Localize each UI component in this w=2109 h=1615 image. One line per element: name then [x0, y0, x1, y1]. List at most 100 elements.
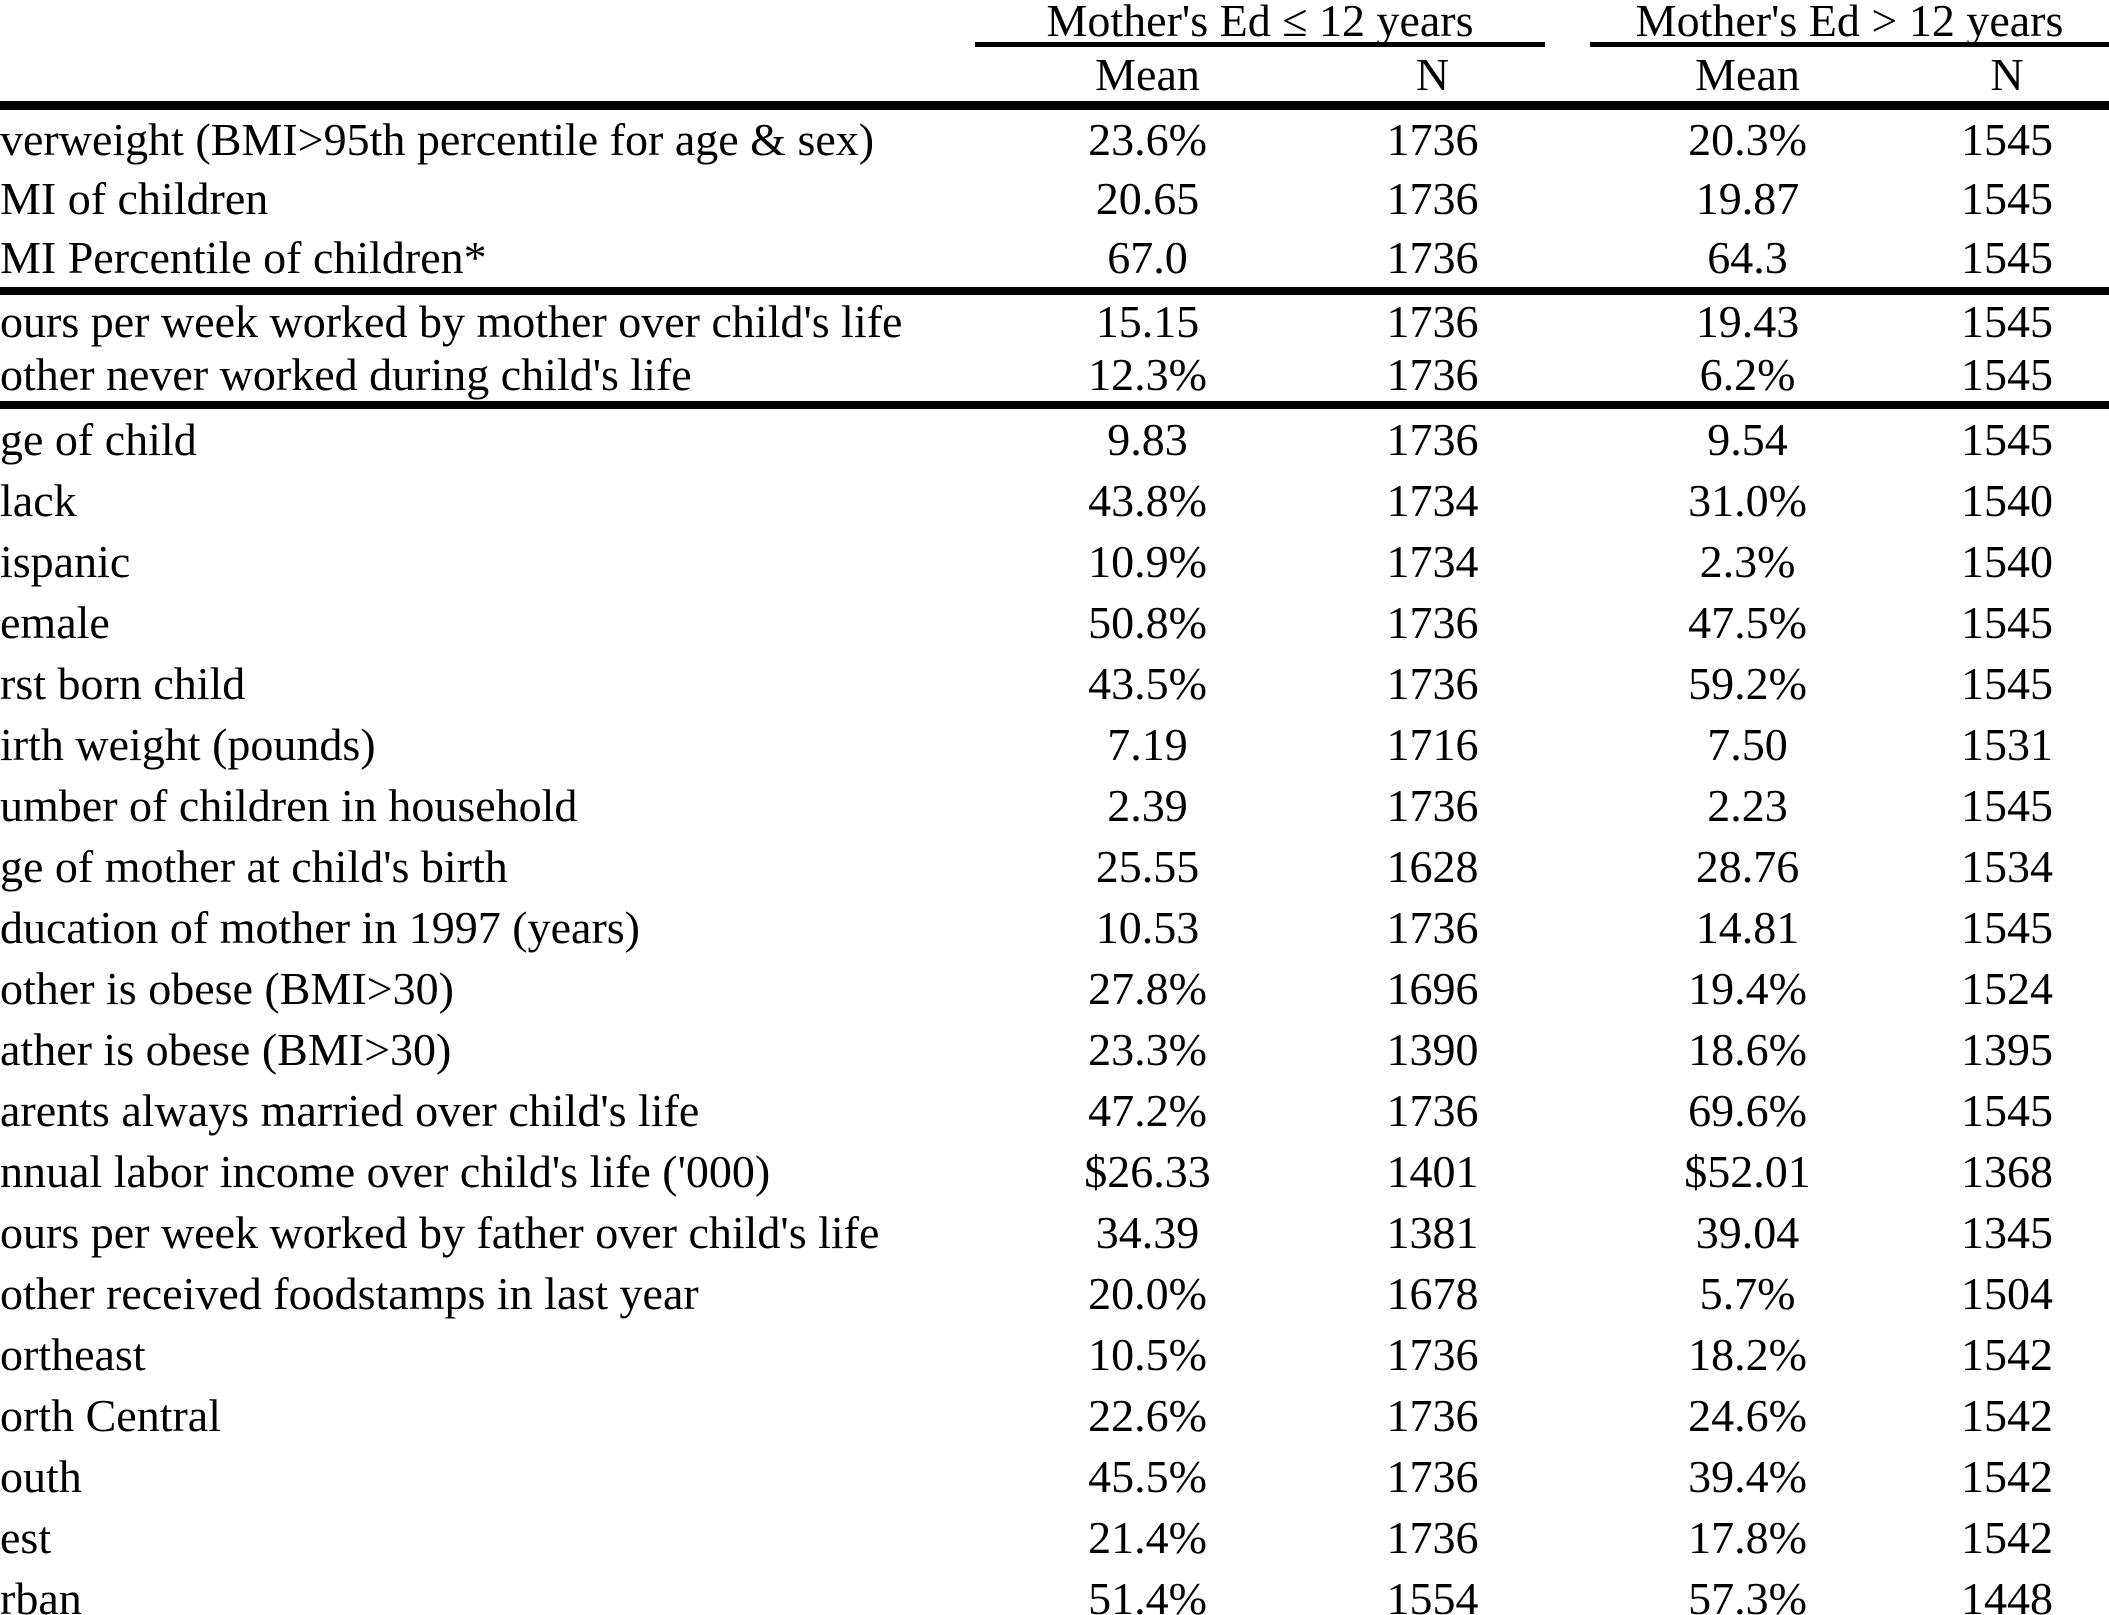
- cell-mean-high: 2.23: [1707, 780, 1788, 831]
- column-gap: [1545, 228, 1591, 295]
- cell-n-low: 1736: [1386, 902, 1479, 953]
- table-row: orth Central 22.6% 1736 24.6% 1542: [0, 1385, 2109, 1446]
- row-label: other never worked during child's life: [0, 348, 975, 409]
- cell-mean-low: 51.4%: [1088, 1573, 1207, 1615]
- row-label: ge of mother at child's birth: [0, 841, 508, 892]
- cell-mean-high: 64.3: [1590, 228, 1906, 295]
- table-row: other received foodstamps in last year 20…: [0, 1263, 2109, 1324]
- cell-mean-high: 59.2%: [1688, 658, 1807, 709]
- cell-mean-low: 23.3%: [1088, 1024, 1207, 1075]
- row-label: ortheast: [0, 1329, 146, 1380]
- cell-n-low: 1381: [1386, 1207, 1479, 1258]
- cell-n-low: 1401: [1386, 1146, 1479, 1197]
- cell-mean-low: 43.5%: [1088, 658, 1207, 709]
- column-gap: [1545, 44, 1591, 110]
- row-label: nnual labor income over child's life ('0…: [0, 1146, 771, 1197]
- table-row: umber of children in household 2.39 1736 2.…: [0, 775, 2109, 836]
- cell-n-high: 1545: [1961, 902, 2054, 953]
- cell-mean-low: 20.0%: [1088, 1268, 1207, 1319]
- cell-n-high: 1545: [1961, 173, 2054, 224]
- cell-n-low: 1736: [1386, 1390, 1479, 1441]
- cell-mean-low: 47.2%: [1088, 1085, 1207, 1136]
- cell-n-high: 1545: [1961, 780, 2054, 831]
- table-row: irth weight (pounds) 7.19 1716 7.50 1531: [0, 714, 2109, 775]
- table-row: other never worked during child's life 12…: [0, 348, 2109, 409]
- cell-mean-low: 20.65: [1095, 173, 1200, 224]
- table-row: ours per week worked by mother over chil…: [0, 291, 2109, 348]
- row-label: outh: [0, 1451, 82, 1502]
- table-row: rst born child 43.5% 1736 59.2% 1545: [0, 653, 2109, 714]
- cell-mean-low: 27.8%: [1088, 963, 1207, 1014]
- cell-n-high: 1345: [1961, 1207, 2054, 1258]
- column-gap: [1545, 169, 1590, 228]
- column-group-header-row: Mother's Ed ≤ 12 years Mother's Ed > 12 …: [0, 0, 2109, 47]
- cell-n-high: 1448: [1961, 1573, 2054, 1615]
- cell-n-high: 1545: [1905, 228, 2109, 295]
- cell-n-high: 1534: [1961, 841, 2054, 892]
- cell-mean-high: 69.6%: [1688, 1085, 1807, 1136]
- table-row: rban 51.4% 1554 57.3% 1448: [0, 1568, 2109, 1615]
- column-gap: [1545, 291, 1590, 348]
- cell-n-low: 1736: [1386, 173, 1479, 224]
- table-row: ispanic 10.9% 1734 2.3% 1540: [0, 531, 2109, 592]
- cell-n-high: 1545: [1961, 1085, 2054, 1136]
- cell-mean-low: 22.6%: [1088, 1390, 1207, 1441]
- cell-n-low: 1736: [1386, 414, 1479, 465]
- cell-n-low: 1736: [1320, 348, 1546, 409]
- cell-n-high: 1545: [1905, 348, 2109, 409]
- table-row: ortheast 10.5% 1736 18.2% 1542: [0, 1324, 2109, 1385]
- column-gap: [1545, 1507, 1590, 1568]
- cell-mean-low: 12.3%: [975, 348, 1320, 409]
- col-header-n-low: N: [1320, 44, 1546, 110]
- row-label: irth weight (pounds): [0, 719, 376, 770]
- cell-mean-low: 45.5%: [1088, 1451, 1207, 1502]
- cell-n-high: 1545: [1961, 414, 2054, 465]
- cell-mean-low: 10.53: [1095, 902, 1200, 953]
- column-gap: [1545, 1446, 1590, 1507]
- cell-n-low: 1734: [1386, 475, 1479, 526]
- cell-mean-high: 18.2%: [1688, 1329, 1807, 1380]
- table-row: ours per week worked by father over chil…: [0, 1202, 2109, 1263]
- cell-mean-low: $26.33: [1084, 1146, 1211, 1197]
- column-gap: [1545, 106, 1590, 170]
- cell-n-low: 1736: [1386, 1451, 1479, 1502]
- cell-n-low: 1736: [1386, 658, 1479, 709]
- row-label: ather is obese (BMI>30): [0, 1024, 452, 1075]
- cell-n-high: 1545: [1961, 296, 2054, 347]
- row-label: ispanic: [0, 536, 131, 587]
- col-header-mean-high: Mean: [1590, 44, 1906, 110]
- cell-n-low: 1736: [1386, 1085, 1479, 1136]
- cell-mean-high: 19.87: [1695, 173, 1800, 224]
- cell-n-low: 1736: [1386, 1329, 1479, 1380]
- cell-n-low: 1736: [1320, 228, 1546, 295]
- cell-n-low: 1736: [1386, 114, 1479, 165]
- column-gap: [1545, 531, 1590, 592]
- cell-n-low: 1696: [1386, 963, 1479, 1014]
- table-row: arents always married over child's life 4…: [0, 1080, 2109, 1141]
- cell-mean-high: 9.54: [1707, 414, 1788, 465]
- column-gap: [1545, 775, 1590, 836]
- cell-mean-high: $52.01: [1684, 1146, 1811, 1197]
- row-label: verweight (BMI>95th percentile for age &…: [0, 114, 875, 165]
- cell-n-high: 1542: [1961, 1451, 2054, 1502]
- header-spacer: [0, 44, 975, 110]
- cell-mean-high: 31.0%: [1688, 475, 1807, 526]
- row-label: rban: [0, 1573, 82, 1615]
- column-gap: [1545, 1019, 1590, 1080]
- row-label: orth Central: [0, 1390, 221, 1441]
- cell-n-low: 1736: [1386, 780, 1479, 831]
- cell-mean-high: 39.04: [1695, 1207, 1800, 1258]
- table-row: other is obese (BMI>30) 27.8% 1696 19.4% 152…: [0, 958, 2109, 1019]
- cell-n-low: 1628: [1386, 841, 1479, 892]
- column-gap: [1545, 1202, 1590, 1263]
- table-row: ducation of mother in 1997 (years) 10.53 1…: [0, 897, 2109, 958]
- cell-n-high: 1542: [1961, 1329, 2054, 1380]
- column-gap: [1545, 897, 1590, 958]
- column-gap: [1545, 714, 1590, 775]
- row-label: ge of child: [0, 414, 197, 465]
- cell-mean-high: 20.3%: [1688, 114, 1807, 165]
- table-row: MI of children 20.65 1736 19.87 1545: [0, 169, 2109, 228]
- column-gap: [1545, 470, 1590, 531]
